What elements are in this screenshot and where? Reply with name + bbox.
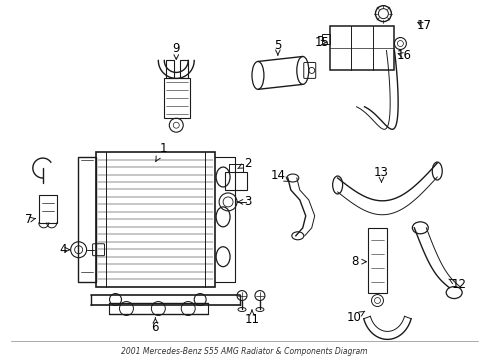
Text: 11: 11 — [244, 310, 259, 326]
Bar — [78, 157, 95, 282]
Text: 6: 6 — [151, 318, 159, 334]
Bar — [224, 172, 246, 190]
Bar — [95, 152, 215, 287]
Text: 14: 14 — [270, 168, 288, 181]
Text: 3: 3 — [237, 195, 251, 208]
Text: 1: 1 — [156, 141, 167, 161]
Text: 9: 9 — [172, 42, 180, 59]
Text: 7: 7 — [25, 213, 36, 226]
Text: 13: 13 — [373, 166, 388, 182]
Text: 8: 8 — [350, 255, 366, 268]
Text: 5: 5 — [274, 39, 281, 55]
Text: 17: 17 — [416, 19, 431, 32]
Bar — [39, 195, 57, 223]
Bar — [166, 60, 174, 78]
Bar — [180, 60, 188, 78]
Text: 16: 16 — [396, 49, 411, 62]
Bar — [329, 26, 394, 71]
Text: 2: 2 — [237, 157, 251, 170]
Text: 10: 10 — [346, 311, 364, 324]
Bar — [367, 228, 386, 293]
Bar — [321, 33, 329, 44]
Text: 4: 4 — [59, 243, 70, 256]
Text: 15: 15 — [314, 36, 328, 49]
Bar — [164, 78, 190, 118]
Text: 2001 Mercedes-Benz S55 AMG Radiator & Components Diagram: 2001 Mercedes-Benz S55 AMG Radiator & Co… — [121, 347, 366, 356]
Text: 12: 12 — [448, 278, 466, 291]
